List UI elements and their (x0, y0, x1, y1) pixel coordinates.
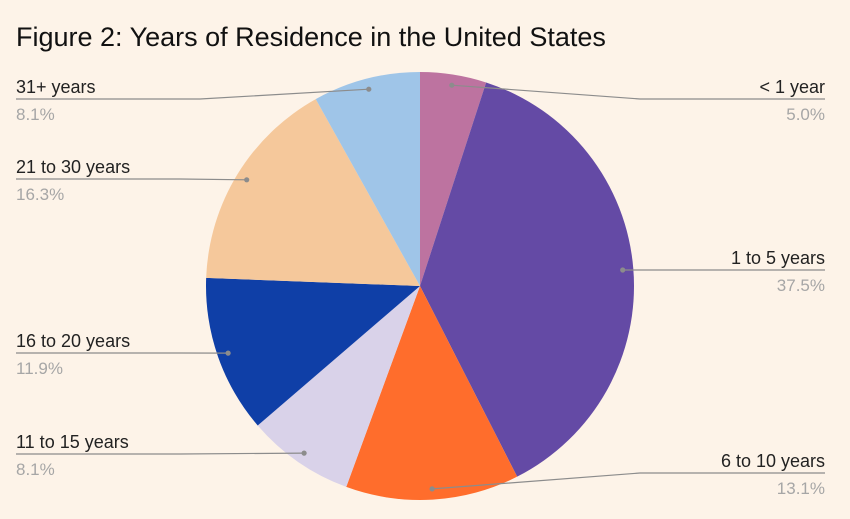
leader-line-11-to-15-years (16, 452, 305, 455)
leader-dot-1-to-5-years (620, 267, 626, 273)
leader-line-31-years (16, 88, 369, 100)
leader-dot-31-years (366, 86, 372, 92)
slice-value-21-to-30-years: 16.3% (16, 185, 64, 204)
slice-value-16-to-20-years: 11.9% (16, 359, 63, 378)
slice-label-16-to-20-years: 16 to 20 years (16, 331, 130, 351)
leader-dot-6-to-10-years (429, 486, 435, 492)
slice-value-11-to-15-years: 8.1% (16, 460, 55, 479)
leader-dot-11-to-15-years (301, 450, 307, 456)
chart-title: Figure 2: Years of Residence in the Unit… (16, 22, 606, 52)
slice-value-1-to-5-years: 37.5% (777, 276, 825, 295)
leader-line-6-to-10-years (432, 472, 825, 490)
slice-label-6-to-10-years: 6 to 10 years (721, 451, 825, 471)
slice-value-31-years: 8.1% (16, 105, 55, 124)
leader-dot-1-year (449, 82, 455, 88)
leader-dot-16-to-20-years (225, 350, 231, 356)
slice-label-1-to-5-years: 1 to 5 years (731, 248, 825, 268)
leader-line-1-year (451, 84, 825, 100)
pie-slice-16-to-20-years (205, 277, 420, 426)
pie-slice-1-to-5-years (420, 82, 635, 477)
pie-slice-31-years (315, 72, 420, 286)
leader-dot-21-to-30-years (244, 177, 250, 183)
leader-line-21-to-30-years (16, 178, 247, 181)
slice-label-21-to-30-years: 21 to 30 years (16, 157, 130, 177)
slice-label-1-year: < 1 year (759, 77, 825, 97)
slice-value-6-to-10-years: 13.1% (777, 479, 825, 498)
slice-label-31-years: 31+ years (16, 77, 96, 97)
pie-slice-6-to-10-years (346, 286, 518, 501)
slice-value-1-year: 5.0% (786, 105, 825, 124)
pie-slice-11-to-15-years (257, 286, 420, 487)
slice-label-11-to-15-years: 11 to 15 years (16, 432, 129, 452)
pie-slice-1-year (420, 72, 487, 286)
pie-slice-21-to-30-years (206, 99, 420, 287)
